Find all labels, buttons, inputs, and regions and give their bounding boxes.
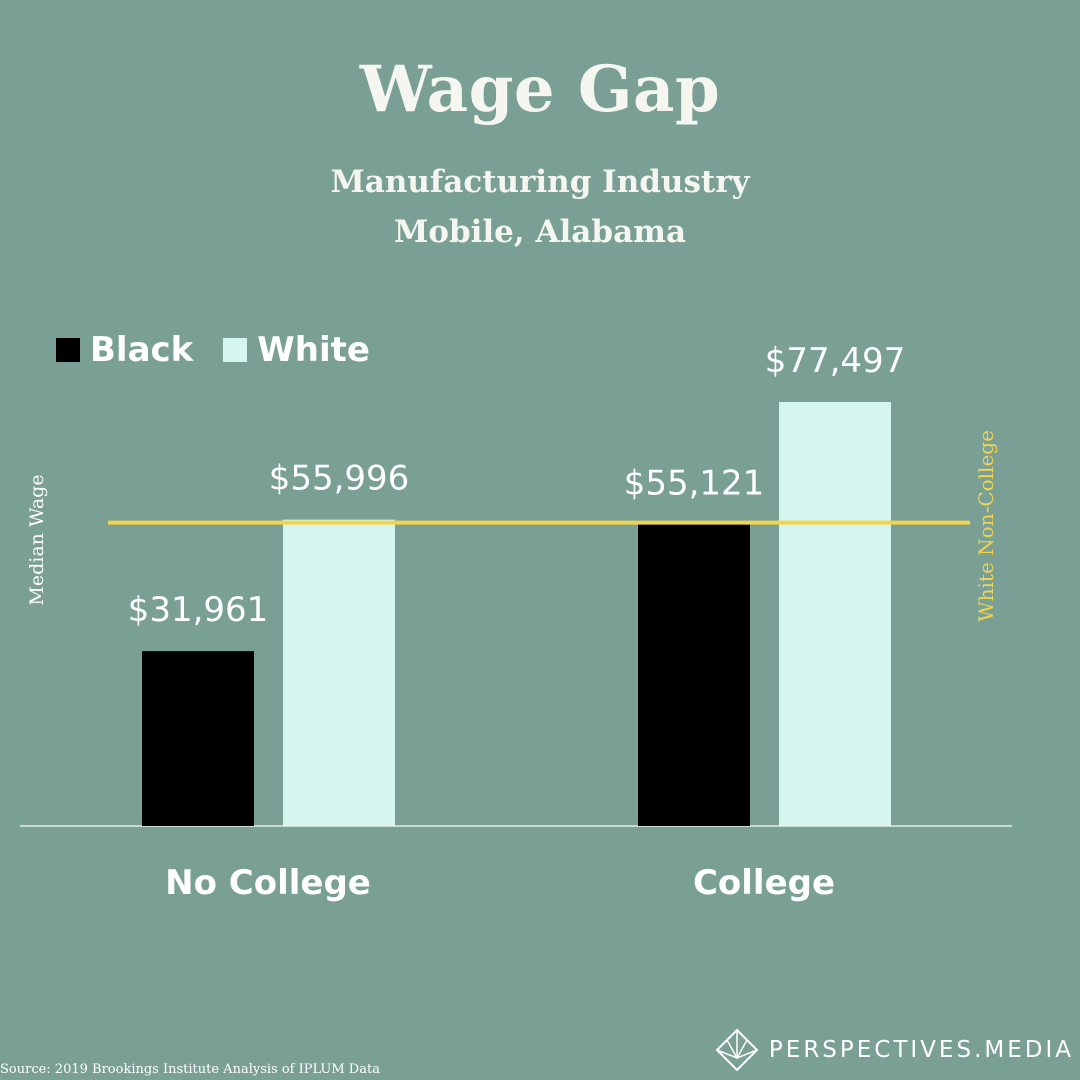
y-axis-label: Median Wage bbox=[26, 474, 48, 605]
subtitle-location: Mobile, Alabama bbox=[393, 214, 687, 250]
data-label-white-no-college: $55,996 bbox=[269, 459, 410, 499]
brand-logo: PERSPECTIVES .MEDIA bbox=[715, 1028, 1074, 1072]
legend-item-black: Black bbox=[56, 330, 193, 370]
category-label-no-college: No College bbox=[165, 863, 371, 903]
reference-line-label: White Non-College bbox=[974, 430, 998, 622]
subtitle-industry: Manufacturing Industry bbox=[330, 164, 750, 200]
data-label-black-college: $55,121 bbox=[624, 463, 765, 503]
legend-label-black: Black bbox=[90, 330, 194, 370]
brand-name: PERSPECTIVES bbox=[768, 1037, 975, 1063]
category-label-college: College bbox=[693, 863, 835, 903]
bar-white-no-college bbox=[283, 519, 395, 826]
page-title: Wage Gap bbox=[359, 52, 721, 127]
bar-black-no-college bbox=[142, 651, 254, 826]
legend-label-white: White bbox=[257, 330, 370, 370]
data-label-white-college: $77,497 bbox=[765, 341, 906, 381]
legend-item-white: White bbox=[223, 330, 370, 370]
diamond-logo-icon bbox=[715, 1028, 759, 1072]
data-label-black-no-college: $31,961 bbox=[128, 590, 269, 630]
legend-swatch-white bbox=[223, 338, 248, 362]
brand-suffix: .MEDIA bbox=[974, 1037, 1074, 1063]
legend-swatch-black bbox=[56, 338, 80, 362]
bar-black-college bbox=[638, 524, 750, 826]
source-note: Source: 2019 Brookings Institute Analysi… bbox=[0, 1062, 380, 1077]
bar-white-college bbox=[779, 402, 891, 826]
chart-legend: Black White bbox=[56, 330, 400, 370]
